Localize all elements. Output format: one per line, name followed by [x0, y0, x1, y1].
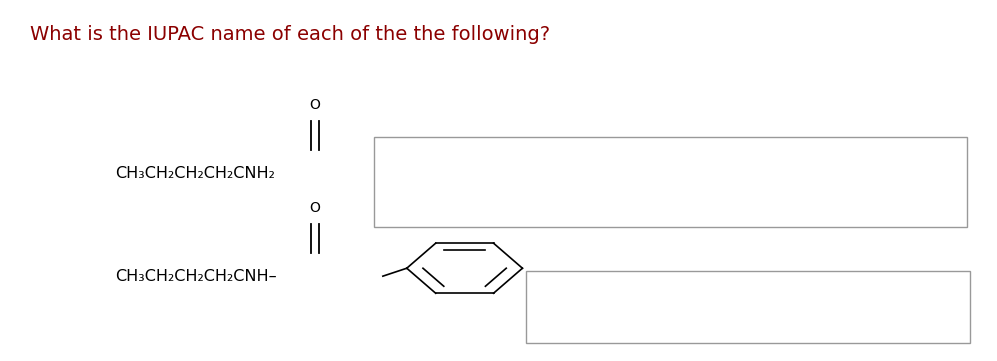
Text: O: O [310, 98, 320, 112]
Text: What is the IUPAC name of each of the the following?: What is the IUPAC name of each of the th… [30, 25, 550, 44]
Text: CH₃CH₂CH₂CH₂CNH₂: CH₃CH₂CH₂CH₂CNH₂ [115, 166, 274, 181]
Text: CH₃CH₂CH₂CH₂CNH–: CH₃CH₂CH₂CH₂CNH– [115, 269, 276, 284]
Text: O: O [310, 201, 320, 214]
FancyBboxPatch shape [374, 137, 967, 227]
FancyBboxPatch shape [526, 271, 970, 343]
